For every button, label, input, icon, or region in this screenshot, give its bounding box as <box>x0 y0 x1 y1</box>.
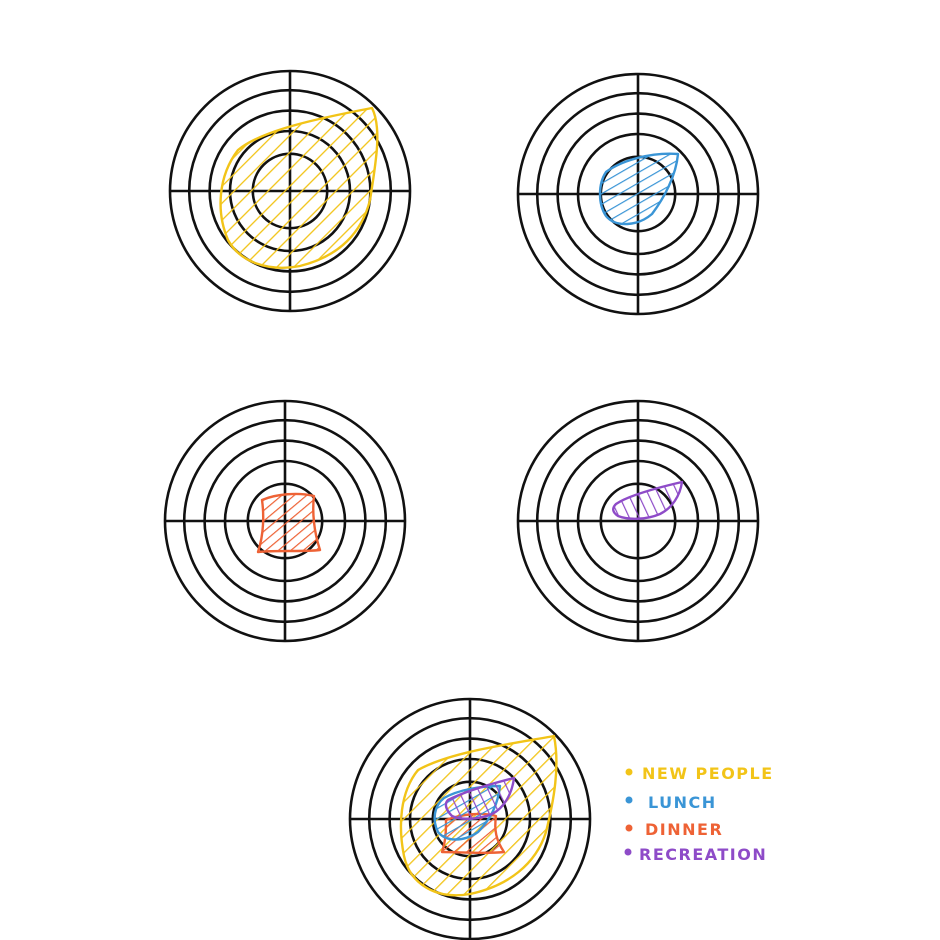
legend: NEW PEOPLE LUNCH DINNER RECREATION <box>624 764 774 864</box>
target-rings <box>516 72 760 316</box>
target-dinner <box>163 399 407 643</box>
legend-item-recreation: RECREATION <box>624 845 767 864</box>
dot-icon <box>624 848 632 856</box>
target-combined <box>348 697 592 940</box>
legend-label: RECREATION <box>639 845 767 864</box>
legend-label: LUNCH <box>648 793 717 812</box>
blob-recreation <box>612 480 684 520</box>
dot-icon <box>625 796 633 804</box>
blob-dinner <box>256 492 322 554</box>
blob-recreation <box>444 776 516 820</box>
blob-new-people <box>219 106 379 269</box>
legend-label: NEW PEOPLE <box>642 764 774 783</box>
target-new-people <box>168 69 412 313</box>
legend-item-lunch: LUNCH <box>625 793 717 812</box>
dot-icon <box>625 768 633 776</box>
target-rings <box>516 399 760 643</box>
legend-label: DINNER <box>645 820 723 839</box>
legend-item-dinner: DINNER <box>625 820 723 839</box>
target-lunch <box>516 72 760 316</box>
target-recreation <box>516 399 760 643</box>
dot-icon <box>625 824 633 832</box>
legend-item-new-people: NEW PEOPLE <box>625 764 774 783</box>
blob-lunch <box>598 152 680 226</box>
